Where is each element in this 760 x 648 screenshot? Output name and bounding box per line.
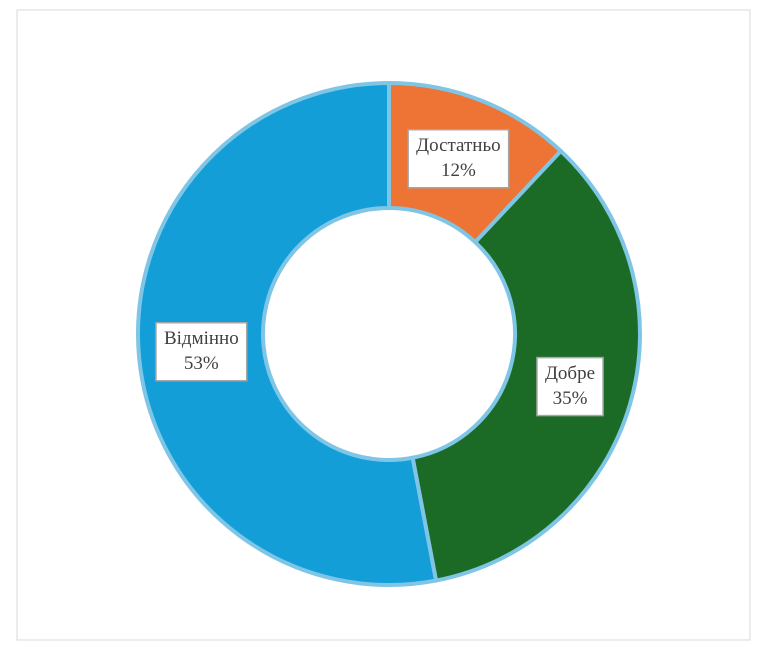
data-label-category: Відмінно: [164, 328, 239, 349]
data-label-box: [155, 321, 248, 382]
data-label-category: Достатньо: [416, 135, 500, 156]
donut-slice: [410, 149, 642, 583]
data-label-box: [536, 356, 604, 417]
data-label: Відмінно 53%: [155, 321, 248, 382]
data-label-value: 35%: [553, 388, 588, 409]
data-label-value: 53%: [184, 353, 219, 374]
data-label: Достатньо 12%: [407, 128, 510, 189]
data-label-category: Добре: [545, 363, 595, 384]
donut-slice: [136, 81, 439, 587]
data-label-value: 12%: [441, 160, 476, 181]
data-label: Добре 35%: [536, 356, 604, 417]
data-label-box: [407, 128, 510, 189]
